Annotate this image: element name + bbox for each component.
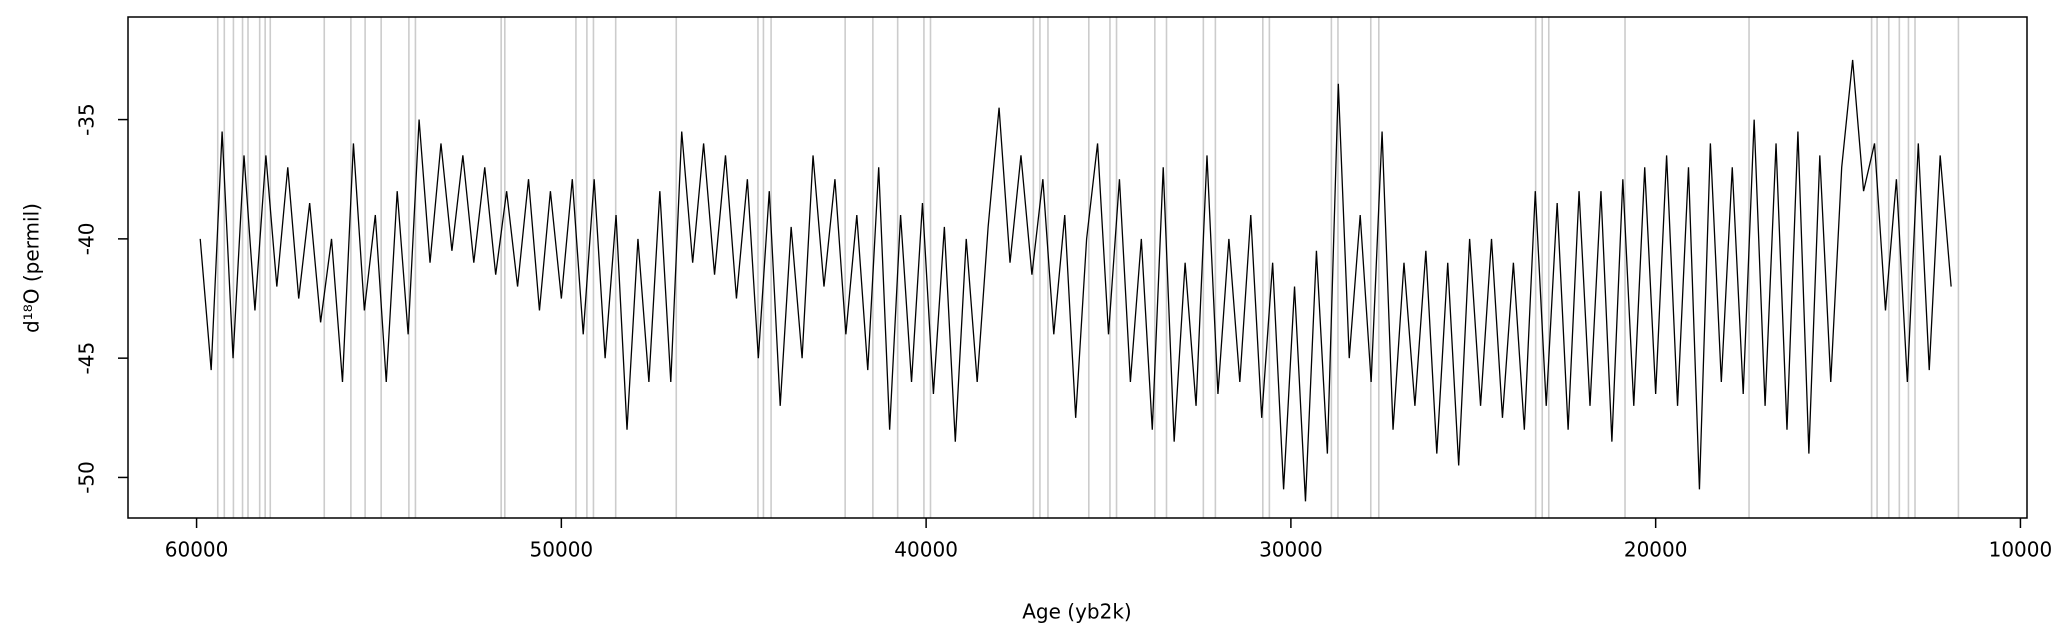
data-line (199, 59, 1952, 502)
y-tick-label: -45 (75, 342, 99, 375)
y-tick-label: -35 (75, 103, 99, 136)
event-lines (216, 17, 1960, 518)
y-tick-label: -50 (75, 461, 99, 494)
x-axis-label: Age (yb2k) (1022, 600, 1131, 624)
x-tick-label: 60000 (165, 538, 229, 562)
y-axis-label: d¹⁸O (permil) (20, 203, 44, 333)
x-tick-label: 40000 (894, 538, 958, 562)
x-tick-label: 30000 (1259, 538, 1323, 562)
y-tick-label: -40 (75, 223, 99, 256)
series-layer (199, 59, 1952, 502)
x-tick-label: 50000 (530, 538, 594, 562)
x-tick-label: 10000 (1989, 538, 2053, 562)
x-tick-label: 20000 (1624, 538, 1688, 562)
plot-frame (127, 16, 2028, 519)
